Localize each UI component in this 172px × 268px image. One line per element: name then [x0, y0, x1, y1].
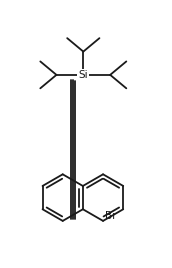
Text: Si: Si — [78, 70, 88, 80]
Text: Br: Br — [105, 211, 116, 221]
